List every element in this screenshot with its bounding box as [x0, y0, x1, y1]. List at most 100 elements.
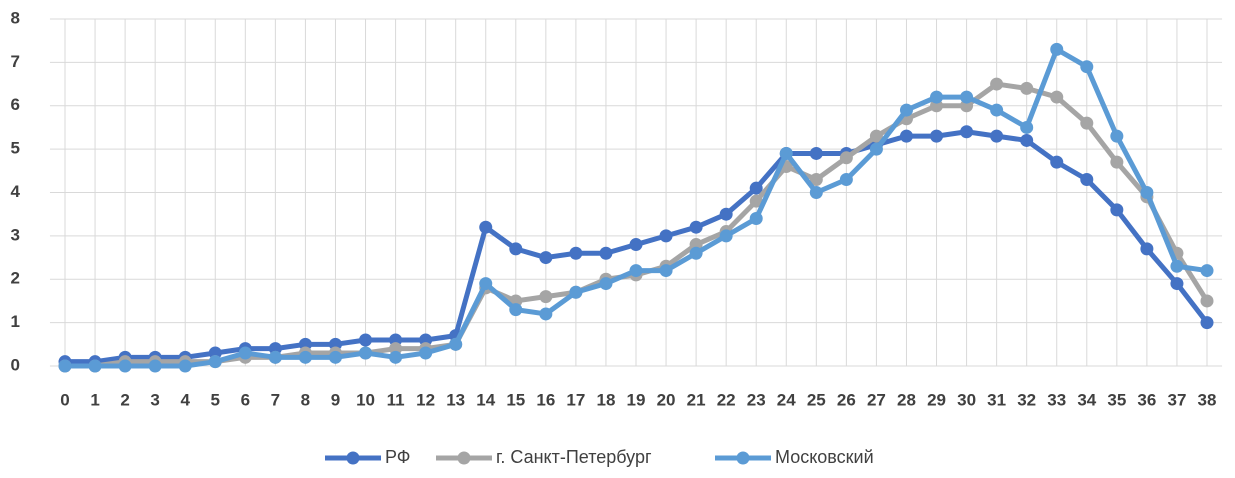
point — [569, 285, 583, 299]
x-tick-label: 1 — [90, 390, 99, 409]
point — [479, 277, 493, 291]
point — [328, 350, 342, 364]
x-tick-label: 35 — [1107, 390, 1126, 409]
x-tick-label: 15 — [506, 390, 525, 409]
x-tick-label: 28 — [897, 390, 916, 409]
point — [88, 359, 102, 373]
point — [539, 290, 553, 304]
point — [1170, 277, 1184, 291]
point — [839, 172, 853, 186]
y-tick-label: 2 — [11, 269, 20, 288]
x-tick-label: 38 — [1198, 390, 1217, 409]
legend-label: Московский — [775, 447, 874, 467]
point — [629, 238, 643, 252]
point — [268, 350, 282, 364]
x-tick-label: 7 — [271, 390, 280, 409]
point — [569, 246, 583, 260]
point — [1140, 242, 1154, 256]
point — [1200, 294, 1214, 308]
point — [779, 146, 793, 160]
point — [809, 186, 823, 199]
point — [960, 90, 974, 104]
point — [208, 355, 222, 369]
point — [749, 212, 763, 226]
legend-label: РФ — [385, 447, 411, 467]
point — [809, 146, 823, 160]
point — [629, 264, 643, 278]
point — [749, 194, 763, 208]
x-tick-label: 20 — [657, 390, 676, 409]
y-tick-label: 6 — [11, 95, 20, 114]
point — [930, 90, 944, 104]
point — [1110, 155, 1124, 169]
point — [1140, 186, 1154, 199]
point — [58, 359, 72, 373]
point — [659, 229, 673, 243]
x-tick-label: 2 — [120, 390, 129, 409]
point — [359, 333, 373, 347]
point — [990, 103, 1004, 117]
point — [1050, 42, 1064, 56]
x-tick-label: 14 — [476, 390, 495, 409]
point — [1200, 264, 1214, 278]
y-tick-label: 4 — [11, 182, 21, 201]
x-tick-label: 16 — [536, 390, 555, 409]
y-tick-label: 7 — [11, 52, 20, 71]
point — [1020, 133, 1034, 147]
point — [1050, 90, 1064, 104]
x-tick-label: 6 — [241, 390, 250, 409]
x-tick-label: 30 — [957, 390, 976, 409]
point — [178, 359, 192, 373]
point — [689, 246, 703, 260]
point — [509, 242, 523, 256]
point — [1170, 259, 1184, 273]
point — [930, 129, 944, 143]
point — [238, 346, 252, 360]
x-tick-label: 25 — [807, 390, 826, 409]
point — [899, 103, 913, 117]
point — [148, 359, 162, 373]
point — [1200, 316, 1214, 330]
x-tick-label: 8 — [301, 390, 310, 409]
x-tick-label: 37 — [1167, 390, 1186, 409]
x-tick-label: 12 — [416, 390, 435, 409]
x-tick-label: 34 — [1077, 390, 1096, 409]
point — [749, 181, 763, 195]
x-tick-label: 31 — [987, 390, 1006, 409]
x-tick-label: 27 — [867, 390, 886, 409]
x-tick-label: 22 — [717, 390, 736, 409]
point — [990, 129, 1004, 143]
point — [1080, 116, 1094, 130]
point — [118, 359, 132, 373]
point — [960, 125, 974, 139]
point — [359, 346, 373, 360]
x-tick-label: 4 — [180, 390, 190, 409]
point — [990, 77, 1004, 91]
point — [1080, 172, 1094, 186]
x-tick-label: 21 — [687, 390, 706, 409]
y-tick-label: 0 — [11, 355, 20, 374]
point — [1110, 129, 1124, 143]
legend-marker — [736, 451, 750, 465]
x-tick-label: 13 — [446, 390, 465, 409]
x-tick-label: 24 — [777, 390, 796, 409]
point — [839, 151, 853, 165]
x-tick-label: 17 — [566, 390, 585, 409]
point — [479, 220, 493, 234]
point — [689, 220, 703, 234]
x-tick-label: 10 — [356, 390, 375, 409]
x-tick-label: 11 — [387, 390, 405, 409]
x-tick-label: 3 — [150, 390, 159, 409]
point — [389, 350, 403, 364]
y-tick-label: 5 — [11, 139, 20, 158]
x-tick-label: 5 — [211, 390, 220, 409]
point — [419, 346, 433, 360]
point — [599, 277, 613, 291]
point — [869, 142, 883, 156]
x-tick-label: 29 — [927, 390, 946, 409]
x-tick-label: 18 — [596, 390, 615, 409]
point — [719, 207, 733, 221]
x-tick-label: 26 — [837, 390, 856, 409]
point — [509, 303, 523, 317]
point — [298, 350, 312, 364]
